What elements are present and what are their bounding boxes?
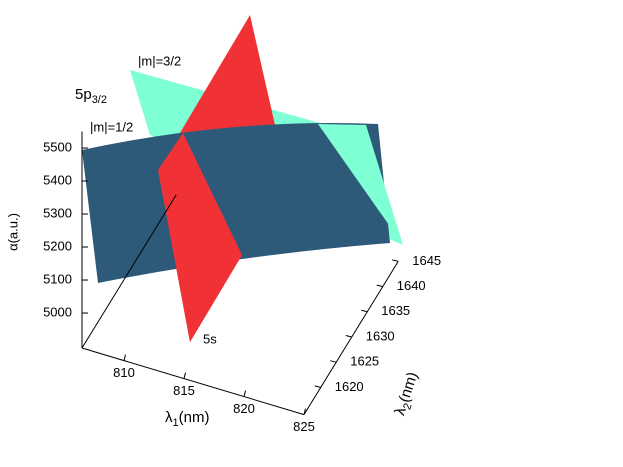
surface-5s-front <box>158 133 242 342</box>
label-m12: |m|=1/2 <box>90 119 133 134</box>
y-tick <box>376 284 383 288</box>
x-tick-label: 820 <box>233 401 255 416</box>
label-5p-main: 5p <box>75 86 92 103</box>
y-axis-back <box>81 194 177 349</box>
y-tick <box>345 334 352 338</box>
y-tick-label: 1620 <box>335 379 364 394</box>
y-axis-title-sub: 2 <box>401 402 414 412</box>
x-tick-label: 825 <box>293 419 315 434</box>
y-tick-label: 1635 <box>381 303 410 318</box>
label-5s: 5s <box>203 331 217 346</box>
y-tick <box>361 309 368 313</box>
z-tick-label: 5400 <box>43 172 72 187</box>
z-tick-label: 5500 <box>43 139 72 154</box>
y-tick-label: 1625 <box>350 354 379 369</box>
x-tick <box>303 408 306 415</box>
label-m32: |m|=3/2 <box>138 53 181 68</box>
x-axis-title: λ1(nm) <box>165 409 209 429</box>
z-tick-label: 5300 <box>43 205 72 220</box>
y-axis-title: λ2(nm) <box>391 370 424 418</box>
surface-5p-m32-front <box>318 124 403 245</box>
y-tick <box>392 259 399 262</box>
x-tick <box>243 390 246 397</box>
y-tick-label: 1645 <box>412 253 441 268</box>
z-tick-label: 5100 <box>43 271 72 286</box>
y-tick <box>330 360 337 363</box>
surface-5p-m12 <box>82 123 390 283</box>
label-5p: 5p3/2 <box>75 86 107 106</box>
label-5p-sub: 3/2 <box>92 94 107 106</box>
y-axis-title-unit: (nm) <box>396 370 422 405</box>
x-tick <box>123 354 126 361</box>
z-tick-label: 5200 <box>43 238 72 253</box>
x-axis <box>81 347 305 416</box>
y-tick-label: 1640 <box>397 278 426 293</box>
x-axis-title-sub: 1 <box>173 417 179 429</box>
y-tick-label: 1630 <box>366 328 395 343</box>
x-axis-title-unit: (nm) <box>179 409 210 426</box>
x-tick-label: 810 <box>113 365 135 380</box>
x-tick <box>183 372 186 379</box>
x-axis-title-main: λ <box>165 409 173 426</box>
x-tick-label: 815 <box>173 383 195 398</box>
z-tick-label: 5000 <box>43 304 72 319</box>
y-tick <box>314 385 321 388</box>
z-axis-title: α(a.u.) <box>5 213 20 251</box>
